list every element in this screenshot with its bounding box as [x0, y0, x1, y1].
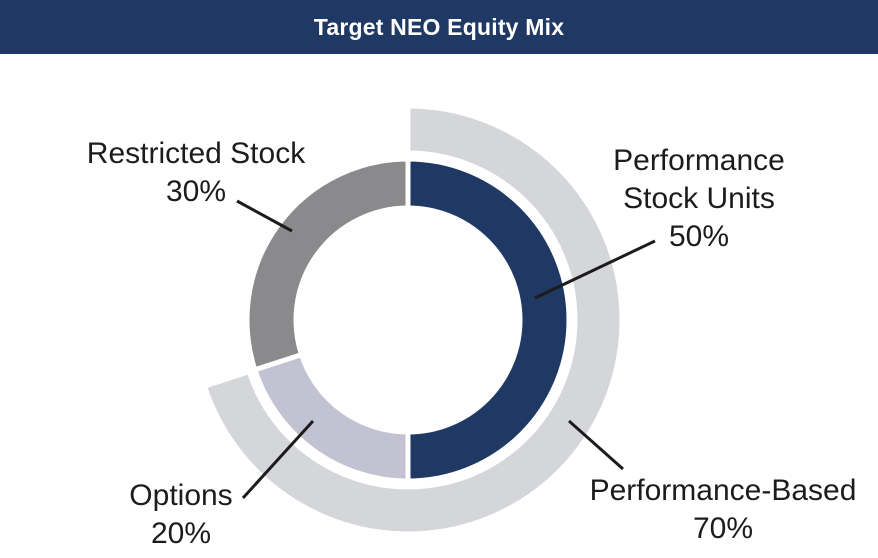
label-line: Options: [129, 479, 233, 512]
chart-label-restricted-stock: Restricted Stock 30%: [46, 135, 346, 211]
label-value: 50%: [668, 220, 730, 253]
chart-title: Target NEO Equity Mix: [313, 13, 565, 40]
leader-line-performance-based: [568, 419, 624, 471]
title-bar: Target NEO Equity Mix: [0, 0, 878, 54]
label-value: 70%: [692, 512, 754, 545]
segment-performance-stock-units: [405, 156, 572, 484]
label-line: Performance: [613, 144, 785, 177]
leader-line-restricted-stock: [236, 199, 293, 233]
label-line: Performance-Based: [589, 474, 857, 507]
leader-line-performance-stock-units: [534, 239, 656, 300]
chart-label-performance-based: Performance-Based 70%: [558, 472, 878, 548]
segment-performance-based: [201, 103, 625, 537]
label-value: 30%: [165, 175, 227, 208]
segment-restricted-stock: [244, 156, 411, 373]
chart-label-options: Options 20%: [31, 477, 331, 553]
label-line: Restricted Stock: [86, 137, 306, 170]
leader-line-options: [241, 419, 315, 500]
chart-label-performance-stock-units: Performance Stock Units 50%: [549, 142, 849, 256]
label-value: 20%: [150, 517, 212, 550]
label-line: Stock Units: [623, 182, 775, 215]
